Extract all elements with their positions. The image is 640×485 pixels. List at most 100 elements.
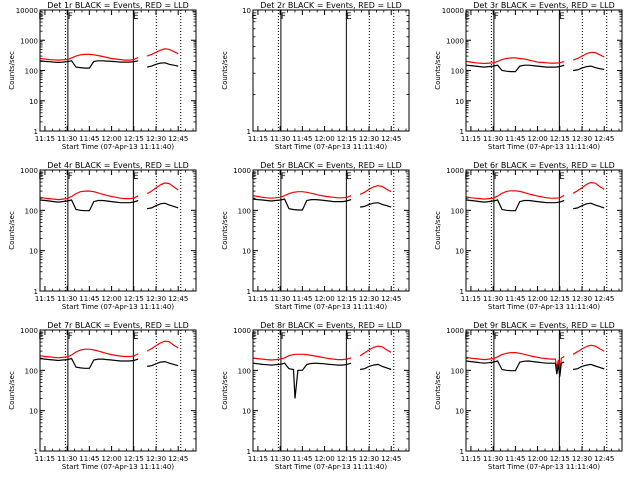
- x-axis-label: Start Time (07-Apr-13 11:11:40): [275, 463, 387, 471]
- event-marker-label: E: [559, 172, 565, 182]
- x-tick-label: 12:00: [314, 135, 334, 143]
- y-tick-label: 1000: [446, 167, 464, 175]
- x-tick-label: 11:15: [461, 135, 481, 143]
- y-tick-label: 10: [455, 248, 464, 256]
- series-line-events: [40, 60, 179, 69]
- x-tick-label: 11:45: [79, 295, 99, 303]
- x-tick-label: 12:45: [168, 295, 188, 303]
- y-tick-label: 10: [29, 248, 38, 256]
- x-tick-label: 11:45: [292, 135, 312, 143]
- plot-frame: [465, 169, 623, 292]
- series-line-lld: [40, 182, 179, 201]
- x-tick-label: 12:30: [359, 295, 379, 303]
- x-tick-label: 11:45: [292, 295, 312, 303]
- y-tick-label: 10: [455, 98, 464, 106]
- chart-panel: Det 2r BLACK = Events, RED = LLD 1 10 Count…: [221, 1, 410, 151]
- x-tick-label: 11:30: [483, 295, 503, 303]
- y-tick-label: 1000: [446, 327, 464, 335]
- x-tick-label: 11:45: [79, 135, 99, 143]
- y-tick-label: 1000: [20, 167, 38, 175]
- chart-title: Det 2r BLACK = Events, RED = LLD: [260, 1, 402, 10]
- x-tick-label: 11:45: [505, 135, 525, 143]
- event-marker-label: F: [494, 332, 499, 342]
- x-tick-label: 12:00: [527, 135, 547, 143]
- x-tick-label: 11:15: [461, 455, 481, 463]
- y-tick-label: 1: [247, 128, 251, 136]
- y-tick-label: 1: [247, 448, 251, 456]
- y-axis-label: Counts/sec: [434, 371, 442, 410]
- y-axis-label: Counts/sec: [8, 371, 16, 410]
- chart-panel: Det 8r BLACK = Events, RED = LLD 1 10 100 10…: [221, 321, 410, 471]
- y-axis-label: Counts/sec: [221, 51, 229, 90]
- x-tick-label: 12:30: [146, 455, 166, 463]
- y-tick-label: 1: [34, 288, 38, 296]
- x-tick-label: 12:45: [168, 135, 188, 143]
- plot-frame: [39, 9, 197, 132]
- x-tick-label: 12:00: [314, 455, 334, 463]
- event-marker-label: F: [281, 172, 286, 182]
- x-tick-label: 12:30: [146, 295, 166, 303]
- x-tick-label: 12:00: [527, 455, 547, 463]
- x-tick-label: 12:45: [594, 455, 614, 463]
- x-tick-label: 11:15: [461, 295, 481, 303]
- event-marker-label: E: [559, 332, 565, 342]
- x-tick-label: 12:30: [572, 135, 592, 143]
- series-line-lld: [466, 181, 605, 200]
- y-axis-label: Counts/sec: [434, 51, 442, 90]
- series-line-lld: [466, 344, 605, 373]
- series-line-events: [466, 199, 605, 212]
- x-tick-label: 11:30: [483, 455, 503, 463]
- event-marker-label: E: [464, 172, 470, 182]
- x-tick-label: 11:30: [57, 295, 77, 303]
- y-tick-label: 100: [451, 207, 464, 215]
- x-tick-label: 11:15: [35, 135, 55, 143]
- x-tick-label: 12:30: [146, 135, 166, 143]
- x-tick-label: 12:30: [572, 455, 592, 463]
- x-tick-label: 12:00: [527, 295, 547, 303]
- series-line-lld: [40, 48, 179, 61]
- event-marker-label: F: [68, 12, 73, 22]
- event-marker-label: F: [68, 172, 73, 182]
- chart-panel: Det 6r BLACK = Events, RED = LLD 1 10 100 10…: [434, 161, 623, 311]
- x-tick-label: 11:30: [57, 135, 77, 143]
- y-tick-label: 100: [451, 68, 464, 76]
- x-tick-label: 12:30: [359, 455, 379, 463]
- event-marker-label: F: [281, 12, 286, 22]
- event-marker-label: E: [464, 332, 470, 342]
- event-marker-label: F: [68, 332, 73, 342]
- series-line-events: [253, 362, 392, 399]
- x-tick-label: 11:15: [248, 455, 268, 463]
- y-tick-label: 1: [460, 448, 464, 456]
- event-marker-label: E: [38, 172, 44, 182]
- chart-panel: Det 1r BLACK = Events, RED = LLD 1 10 100 10…: [8, 1, 197, 151]
- series-line-lld: [40, 340, 179, 359]
- x-tick-label: 11:15: [248, 295, 268, 303]
- y-axis-label: Counts/sec: [8, 211, 16, 250]
- y-tick-label: 10: [242, 7, 251, 15]
- y-tick-label: 100: [451, 367, 464, 375]
- y-tick-label: 10: [29, 408, 38, 416]
- event-marker-label: E: [251, 332, 257, 342]
- y-tick-label: 100: [238, 207, 251, 215]
- x-tick-label: 12:00: [101, 455, 121, 463]
- event-marker-label: F: [494, 172, 499, 182]
- series-line-lld: [253, 184, 392, 199]
- x-axis-label: Start Time (07-Apr-13 11:11:40): [62, 303, 174, 311]
- x-tick-label: 12:30: [359, 135, 379, 143]
- series-line-events: [40, 357, 179, 369]
- x-axis-label: Start Time (07-Apr-13 11:11:40): [275, 143, 387, 151]
- event-marker-label: E: [251, 172, 257, 182]
- event-marker-label: E: [559, 12, 565, 22]
- y-tick-label: 1000: [233, 167, 251, 175]
- x-tick-label: 12:15: [124, 455, 144, 463]
- x-tick-label: 12:30: [572, 295, 592, 303]
- event-marker-label: E: [346, 12, 352, 22]
- plot-frame: [39, 169, 197, 292]
- chart-title: Det 8r BLACK = Events, RED = LLD: [260, 321, 402, 330]
- x-axis-label: Start Time (07-Apr-13 11:11:40): [488, 143, 600, 151]
- chart-panel: Det 4r BLACK = Events, RED = LLD 1 10 100 10…: [8, 161, 197, 311]
- y-tick-label: 1: [34, 128, 38, 136]
- x-tick-label: 11:30: [270, 455, 290, 463]
